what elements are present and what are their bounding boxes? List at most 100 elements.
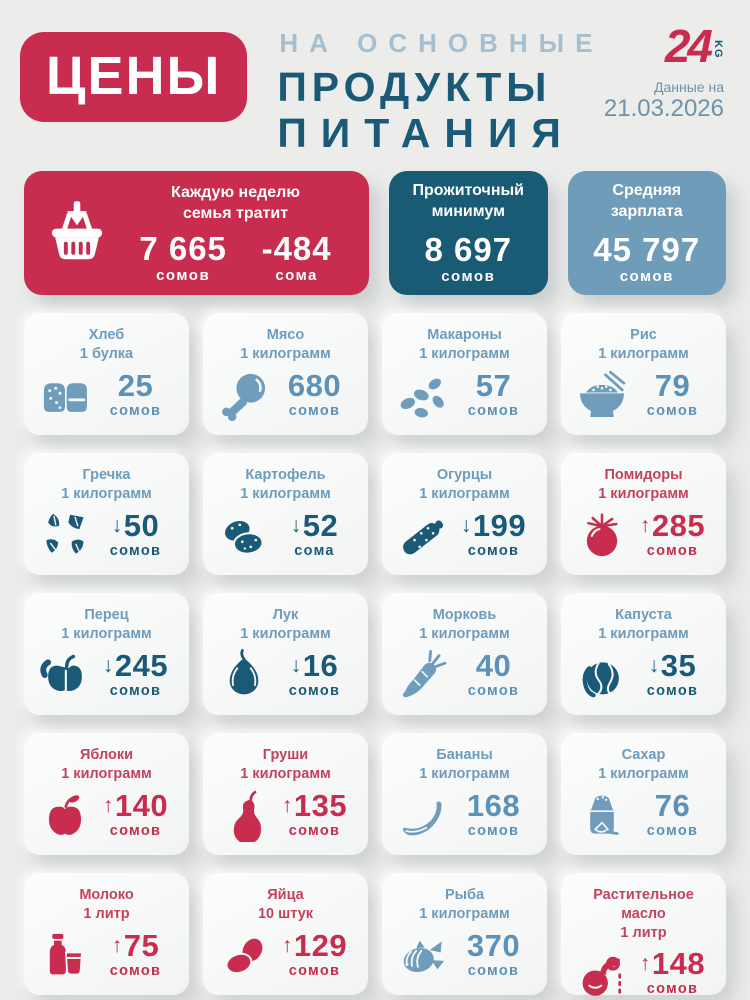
product-quantity: 1 килограмм — [61, 766, 152, 783]
buckwheat-icon — [38, 508, 92, 562]
apple-icon — [38, 788, 92, 842]
price-value: 370 — [466, 928, 521, 964]
product-quantity: 1 килограмм — [598, 626, 689, 643]
product-quantity: 1 килограмм — [598, 486, 689, 503]
weekly-spend-title: Каждую неделю семья тратит — [170, 183, 300, 222]
logo-kg-suffix: KG — [712, 40, 724, 59]
average-salary-title: Средняя зарплата — [610, 182, 683, 221]
weekly-delta: -484 сома — [261, 229, 332, 284]
product-quantity: 1 килограмм — [419, 906, 510, 923]
product-name: Растительное масло — [593, 887, 694, 923]
price-value: 52 — [302, 508, 339, 544]
product-quantity: 1 килограмм — [598, 766, 689, 783]
price-value: 129 — [293, 928, 348, 964]
price-value: 35 — [660, 648, 697, 684]
product-price: ↓ 50 сомов — [92, 510, 179, 559]
meat-icon — [217, 368, 271, 422]
price-unit: сомов — [288, 403, 341, 420]
product-quantity: 1 литр — [83, 906, 130, 923]
oil-icon — [575, 946, 629, 1000]
product-price: ↑ 148 сомов — [629, 948, 716, 997]
header-right: 24 KG Данные на 21.03.2026 — [604, 20, 724, 124]
product-name: Морковь — [432, 607, 497, 624]
price-value: 40 — [475, 648, 512, 684]
product-card: Яйца 10 штук ↑ 129 сомов — [203, 873, 368, 996]
price-unit: сома — [294, 543, 335, 560]
product-price: 370 сомов — [450, 930, 537, 979]
price-unit: сомов — [646, 981, 699, 998]
price-unit: сомов — [109, 963, 162, 980]
price-unit: сомов — [288, 683, 341, 700]
price-value: 680 — [287, 368, 342, 404]
product-quantity: 1 литр — [620, 925, 667, 942]
product-price: 57 сомов — [450, 370, 537, 419]
product-quantity: 1 килограмм — [419, 766, 510, 783]
product-name: Бананы — [436, 747, 493, 764]
milk-icon — [38, 928, 92, 982]
weekly-spend-card: Каждую неделю семья тратит 7 665 сомов -… — [24, 171, 369, 296]
product-name: Макароны — [427, 327, 502, 344]
logo-24kg: 24 KG — [604, 20, 724, 72]
product-card: Яблоки 1 килограмм ↑ 140 сомов — [24, 733, 189, 856]
product-price: ↓ 245 сомов — [92, 650, 179, 699]
trend-down-icon: ↓ — [648, 654, 660, 678]
product-card: Картофель 1 килограмм ↓ 52 сома — [203, 453, 368, 576]
product-name: Хлеб — [88, 327, 125, 344]
logo-24-icon: 24 — [664, 20, 713, 72]
product-price: ↑ 140 сомов — [92, 790, 179, 839]
eggs-icon — [217, 928, 271, 982]
trend-down-icon: ↓ — [460, 514, 472, 538]
average-salary-amount: 45 797 — [593, 231, 701, 269]
product-name: Картофель — [245, 467, 326, 484]
price-unit: сомов — [467, 403, 520, 420]
product-name: Сахар — [621, 747, 666, 764]
average-salary-card: Средняя зарплата 45 797 сомов — [567, 171, 726, 296]
rice-icon — [575, 368, 629, 422]
product-quantity: 10 штук — [257, 906, 314, 923]
trend-down-icon: ↓ — [111, 514, 123, 538]
price-value: 148 — [651, 946, 706, 982]
price-value: 199 — [472, 508, 527, 544]
bread-icon — [38, 368, 92, 422]
product-card: Капуста 1 килограмм ↓ 35 сомов — [561, 593, 726, 716]
banana-icon — [396, 788, 450, 842]
product-name: Яблоки — [79, 747, 134, 764]
trend-up-icon: ↑ — [639, 952, 651, 976]
summary-row: Каждую неделю семья тратит 7 665 сомов -… — [0, 171, 750, 296]
product-price: ↑ 285 сомов — [629, 510, 716, 559]
product-price: ↓ 52 сома — [271, 510, 358, 559]
product-card: Бананы 1 килограмм 168 сомов — [382, 733, 547, 856]
subsistence-minimum-title: Прожиточный минимум — [412, 182, 524, 221]
page-title: НА ОСНОВНЫЕ ПРОДУКТЫ ПИТАНИЯ — [277, 26, 603, 157]
trend-up-icon: ↑ — [111, 934, 123, 958]
product-price: 168 сомов — [450, 790, 537, 839]
product-card: Сахар 1 килограмм 76 сомов — [561, 733, 726, 856]
price-unit: сомов — [288, 963, 341, 980]
product-name: Капуста — [615, 607, 672, 624]
price-value: 76 — [654, 788, 691, 824]
price-value: 79 — [654, 368, 691, 404]
product-quantity: 1 килограмм — [240, 346, 331, 363]
title-line-3: ПИТАНИЯ — [277, 110, 575, 157]
price-value: 75 — [123, 928, 160, 964]
product-card: Мясо 1 килограмм 680 сомов — [203, 313, 368, 436]
basket-down-icon — [42, 198, 112, 268]
product-price: 40 сомов — [450, 650, 537, 699]
product-quantity: 1 килограмм — [240, 766, 331, 783]
product-name: Яйца — [267, 887, 304, 904]
product-price: 79 сомов — [629, 370, 716, 419]
product-price: ↓ 35 сомов — [629, 650, 716, 699]
weekly-amount: 7 665 сомов — [139, 229, 227, 284]
title-line-1: НА ОСНОВНЫЕ — [279, 28, 604, 58]
trend-down-icon: ↓ — [290, 654, 302, 678]
product-card: Рис 1 килограмм 79 сомов — [561, 313, 726, 436]
subsistence-minimum-card: Прожиточный минимум 8 697 сомов — [389, 171, 548, 296]
product-card: Помидоры 1 килограмм ↑ 285 сомов — [561, 453, 726, 576]
trend-up-icon: ↑ — [639, 514, 651, 538]
date-label: Данные на — [654, 79, 724, 96]
price-unit: сомов — [109, 683, 162, 700]
price-unit: сомов — [467, 683, 520, 700]
product-card: Молоко 1 литр ↑ 75 сомов — [24, 873, 189, 996]
product-quantity: 1 килограмм — [61, 626, 152, 643]
